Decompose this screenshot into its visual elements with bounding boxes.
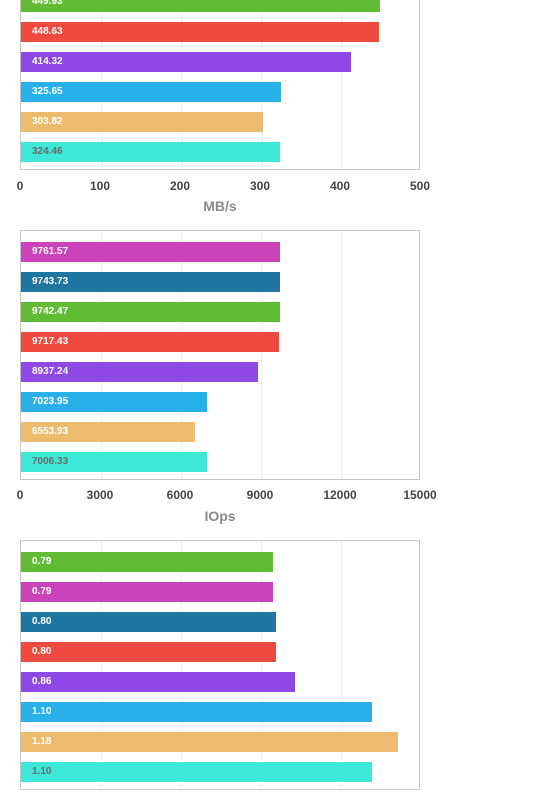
bar-label: 449.93 <box>32 0 63 7</box>
bar-label: 1.18 <box>32 736 52 747</box>
bar[interactable]: 448.63 <box>21 22 379 42</box>
bar-label: 0.86 <box>32 676 52 687</box>
bar-label: 9717.43 <box>32 336 69 347</box>
bar[interactable]: 1.18 <box>21 732 398 752</box>
bar-label: 414.32 <box>32 56 63 67</box>
gridline <box>101 231 102 479</box>
bar[interactable]: 449.93 <box>21 0 380 12</box>
x-tick-label: 6000 <box>166 488 194 502</box>
bar[interactable]: 9717.43 <box>21 332 280 352</box>
bar-label: 0.80 <box>32 616 52 627</box>
x-tick-label: 12000 <box>323 488 357 502</box>
bar[interactable]: 0.79 <box>21 582 273 602</box>
x-tick-label: 0 <box>16 179 24 193</box>
x-tick-label: 3000 <box>86 488 114 502</box>
bar-label: 6553.93 <box>32 426 69 437</box>
bar[interactable]: 0.86 <box>21 672 296 692</box>
bar[interactable]: 414.32 <box>21 52 352 72</box>
x-tick-label: 0 <box>16 488 24 502</box>
x-axis-label: MB/s <box>203 198 237 214</box>
bar-label: 9743.73 <box>32 276 69 287</box>
gridline <box>341 231 342 479</box>
bar-label: 0.80 <box>32 646 52 657</box>
plot-area: 0.79 0.79 0.80 0.80 0.86 1.10 1.18 1.10 <box>20 540 420 790</box>
bar[interactable]: 9761.57 <box>21 242 281 262</box>
bar[interactable]: 0.80 <box>21 642 276 662</box>
x-tick-label: 500 <box>409 179 431 193</box>
bar[interactable]: 9743.73 <box>21 272 280 292</box>
gridline <box>261 231 262 479</box>
gridline <box>181 541 182 789</box>
bar-label: 0.79 <box>32 556 52 567</box>
x-tick-label: 100 <box>89 179 111 193</box>
bar-label: 448.63 <box>32 26 63 37</box>
x-tick-label: 15000 <box>403 488 437 502</box>
bar[interactable]: 324.46 <box>21 142 280 162</box>
bar-label: 7023.95 <box>32 396 69 407</box>
bar-label: 0.79 <box>32 586 52 597</box>
plot-area: 9761.57 9743.73 9742.47 9717.43 8937.24 7023.… <box>20 230 420 480</box>
bar-label: 9742.47 <box>32 306 69 317</box>
bar-label: 324.46 <box>32 146 63 157</box>
x-tick-label: 9000 <box>246 488 274 502</box>
bar-label: 8937.24 <box>32 366 69 377</box>
bar[interactable]: 6553.93 <box>21 422 195 442</box>
gridline <box>341 541 342 789</box>
bar[interactable]: 7023.95 <box>21 392 208 412</box>
bar[interactable]: 0.80 <box>21 612 276 632</box>
x-axis-label: IOps <box>204 508 236 524</box>
x-tick-label: 400 <box>329 179 351 193</box>
bar[interactable]: 1.10 <box>21 762 372 782</box>
plot-area: 449.93 448.63 414.32 325.65 303.82 324.46 <box>20 0 420 170</box>
gridline <box>261 541 262 789</box>
gridline <box>341 0 342 169</box>
bar-label: 9761.57 <box>32 246 69 257</box>
x-tick-label: 300 <box>249 179 271 193</box>
bar-label: 303.82 <box>32 116 63 127</box>
bar-label: 1.10 <box>32 706 52 717</box>
bar[interactable]: 9742.47 <box>21 302 280 322</box>
bar[interactable]: 325.65 <box>21 82 281 102</box>
bar-label: 7006.33 <box>32 456 69 467</box>
gridline <box>101 541 102 789</box>
bar[interactable]: 1.10 <box>21 702 372 722</box>
bar[interactable]: 8937.24 <box>21 362 259 382</box>
bar[interactable]: 7006.33 <box>21 452 207 472</box>
bar-label: 1.10 <box>32 766 52 777</box>
bar[interactable]: 303.82 <box>21 112 264 132</box>
bar-label: 325.65 <box>32 86 63 97</box>
x-tick-label: 200 <box>169 179 191 193</box>
gridline <box>181 231 182 479</box>
bar[interactable]: 0.79 <box>21 552 273 572</box>
